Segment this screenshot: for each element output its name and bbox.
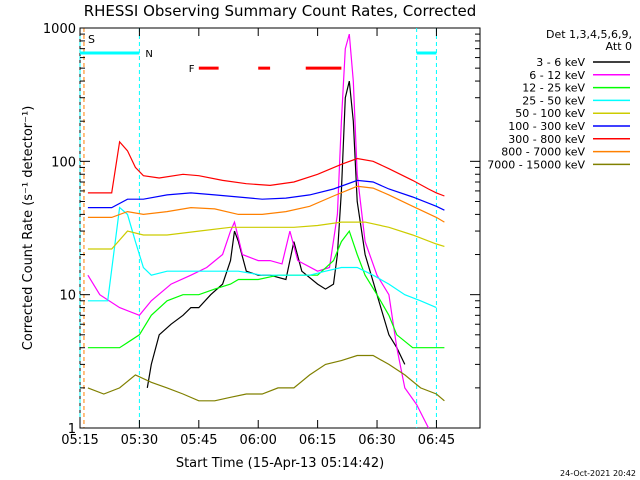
- series-line: [87, 140, 445, 197]
- series-line: [87, 206, 437, 309]
- series-line: [146, 80, 406, 389]
- x-tick-label: 06:15: [299, 433, 336, 448]
- legend-label: 300 - 800 keV: [508, 133, 585, 146]
- x-tick-label: 06:30: [358, 433, 395, 448]
- series-line: [87, 221, 445, 250]
- footer-date: 24-Oct-2021 20:42: [560, 469, 636, 478]
- plot-frame: [79, 27, 481, 429]
- y-tick-label: 100: [51, 155, 76, 170]
- x-tick-label: 06:45: [418, 433, 455, 448]
- legend-label: 800 - 7000 keV: [501, 146, 585, 159]
- legend-label: 6 - 12 keV: [529, 69, 585, 82]
- x-tick-label: 05:30: [121, 433, 158, 448]
- series-line: [87, 229, 445, 349]
- series-line: [87, 179, 445, 211]
- chart-title: RHESSI Observing Summary Count Rates, Co…: [84, 2, 477, 20]
- x-tick-label: 06:00: [239, 433, 276, 448]
- legend-label: 50 - 100 keV: [515, 107, 585, 120]
- y-tick-label: 1: [68, 422, 76, 437]
- saa-flag-label: S: [88, 33, 95, 46]
- flare-flag-label: F: [189, 64, 195, 75]
- y-tick-label: 10: [59, 289, 76, 304]
- legend-label: 25 - 50 keV: [522, 94, 585, 107]
- night-flag-label: N: [145, 49, 152, 60]
- series-line: [87, 354, 445, 402]
- series-line: [87, 185, 445, 223]
- legend-header-line-2: Att 0: [606, 40, 632, 53]
- legend-header-line-1: Det 1,3,4,5,6,9,: [546, 28, 632, 41]
- x-tick-label: 05:45: [180, 433, 217, 448]
- series-line: [87, 33, 430, 429]
- plot-area: SNF 05:15 05:30 05:45 06:00 06:15 06:30 06:45 …: [43, 22, 481, 448]
- x-axis-label: Start Time (15-Apr-13 05:14:42): [176, 456, 384, 471]
- legend-label: 100 - 300 keV: [508, 120, 585, 133]
- legend-label: 3 - 6 keV: [536, 56, 585, 69]
- y-tick-label: 1000: [43, 22, 76, 37]
- y-axis-label: Corrected Count Rate (s⁻¹ detector⁻¹): [21, 106, 36, 351]
- legend-label: 7000 - 15000 keV: [487, 158, 585, 171]
- legend-label: 12 - 25 keV: [522, 82, 585, 95]
- x-tick-label: 05:15: [61, 433, 98, 448]
